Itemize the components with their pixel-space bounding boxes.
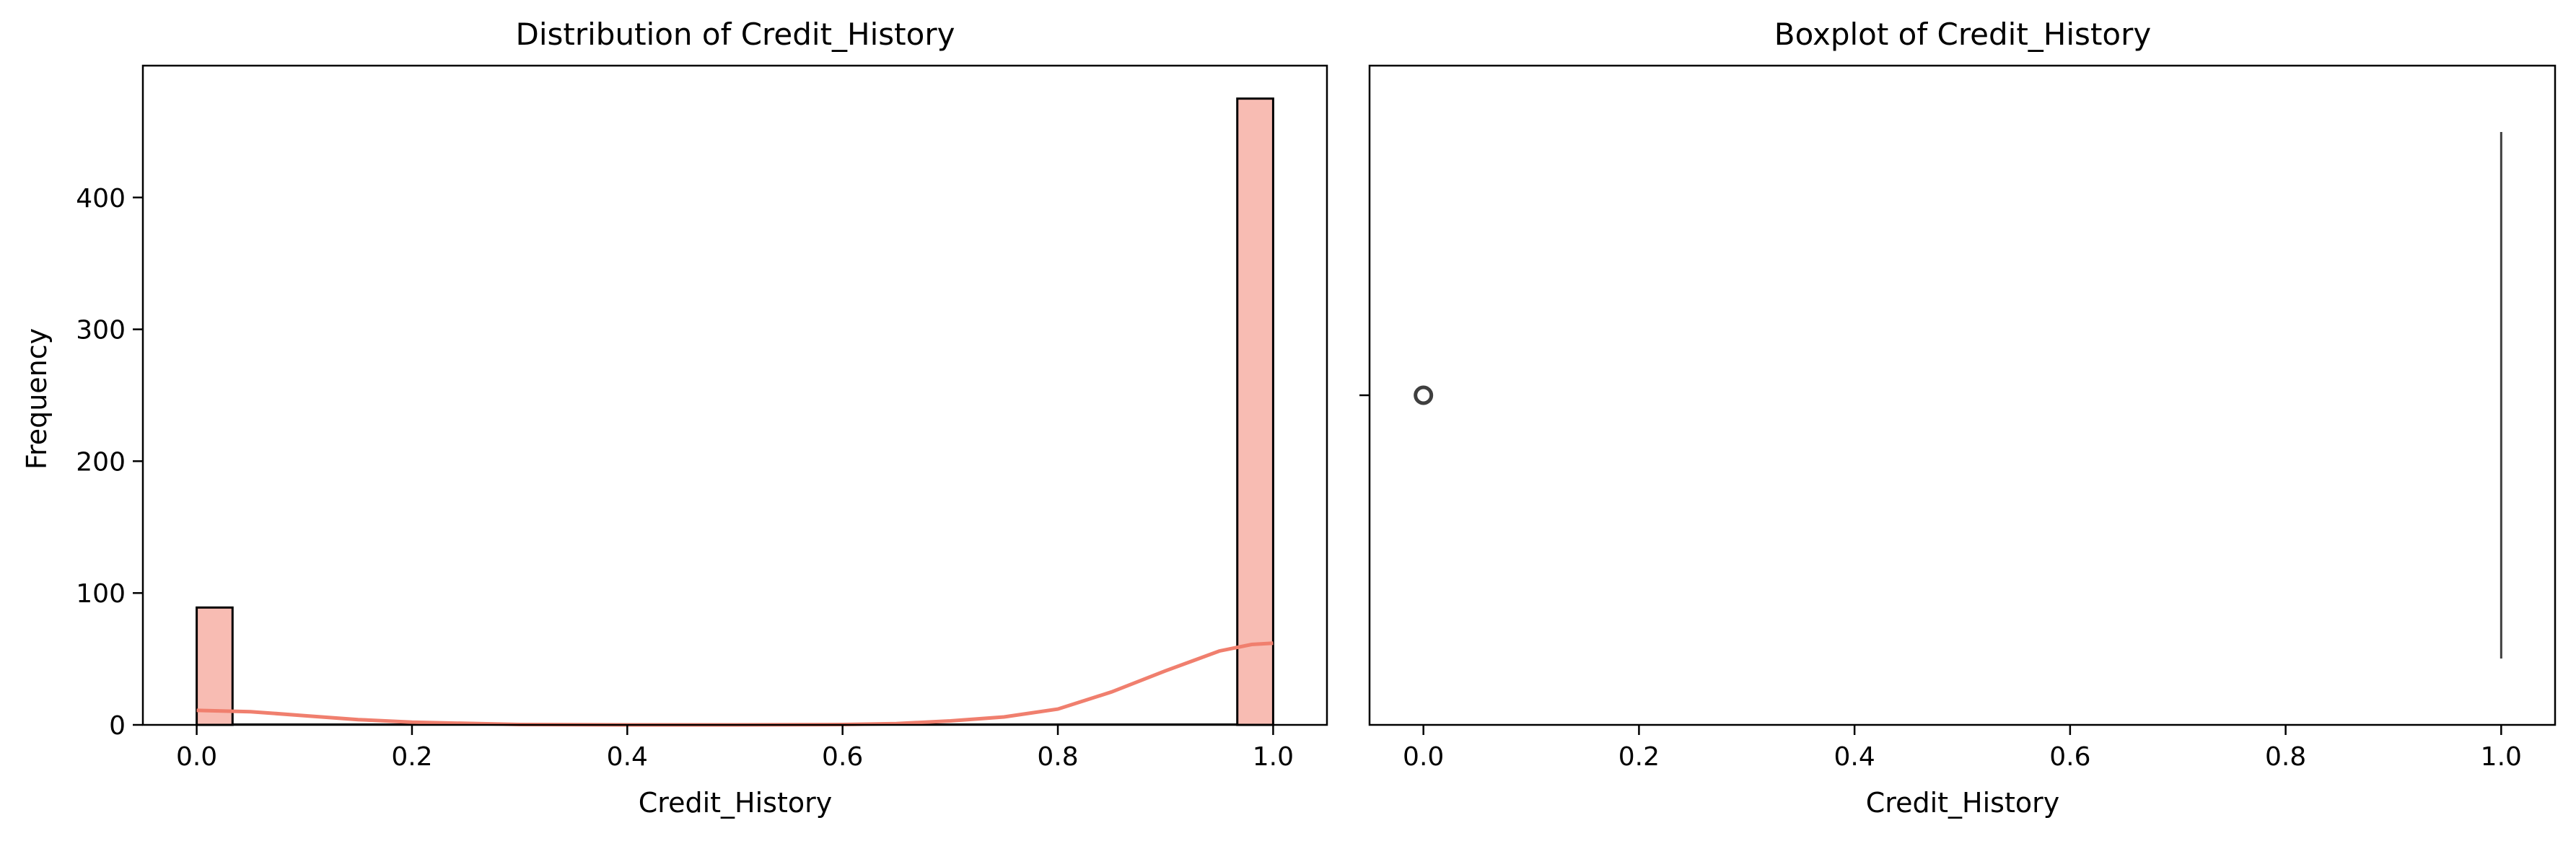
histogram-y-tick-label: 200: [76, 447, 126, 477]
histogram-x-tick-label: 1.0: [1253, 742, 1294, 772]
boxplot-x-tick-label: 0.0: [1403, 742, 1444, 772]
histogram-bar: [196, 606, 234, 726]
histogram-panel: Distribution of Credit_History 0.0 0.2 0.4…: [21, 17, 1328, 819]
histogram-x-axis-label: Credit_History: [639, 787, 832, 819]
histogram-x-ticks: 0.0 0.2 0.4 0.6 0.8 1.0: [176, 725, 1294, 772]
boxplot-x-axis-label: Credit_History: [1866, 787, 2059, 819]
boxplot-x-tick-label: 0.2: [1618, 742, 1660, 772]
boxplot-panel: Boxplot of Credit_History 0.0 0.2 0.4 0.6 0.…: [1359, 17, 2557, 819]
boxplot-title: Boxplot of Credit_History: [1774, 17, 2151, 52]
histogram-x-tick-label: 0.4: [607, 742, 648, 772]
boxplot-x-tick-label: 1.0: [2481, 742, 2522, 772]
histogram-x-tick-label: 0.6: [822, 742, 863, 772]
histogram-y-tick-label: 300: [76, 316, 126, 345]
boxplot-x-ticks: 0.0 0.2 0.4 0.6 0.8 1.0: [1403, 725, 2522, 772]
histogram-x-tick-label: 0.2: [391, 742, 432, 772]
boxplot-x-tick-label: 0.6: [2049, 742, 2090, 772]
histogram-y-tick-label: 100: [76, 579, 126, 609]
histogram-x-tick-label: 0.8: [1037, 742, 1078, 772]
histogram-x-tick-label: 0.0: [176, 742, 217, 772]
boxplot-outlier: [1414, 385, 1434, 405]
histogram-bar: [1236, 97, 1274, 726]
boxplot-x-tick-label: 0.8: [2265, 742, 2306, 772]
histogram-title: Distribution of Credit_History: [516, 17, 955, 52]
histogram-y-axis-label: Frequency: [21, 328, 53, 470]
histogram-y-ticks: 0 100 200 300 400: [76, 184, 143, 741]
boxplot-x-tick-label: 0.4: [1834, 742, 1875, 772]
histogram-axes-frame: [141, 64, 1328, 726]
histogram-y-tick-label: 400: [76, 184, 126, 213]
histogram-y-tick-label: 0: [109, 711, 126, 741]
